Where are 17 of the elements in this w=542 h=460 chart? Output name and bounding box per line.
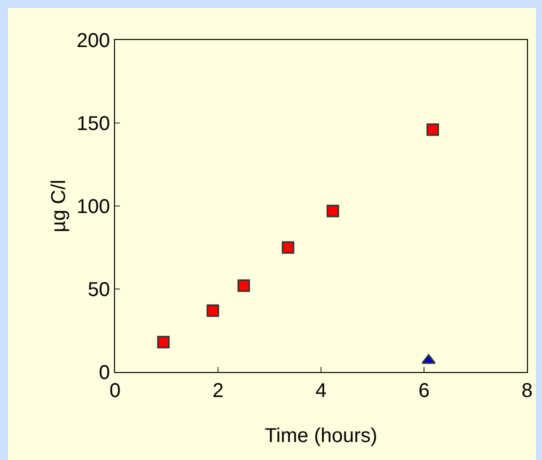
x-axis-title: Time (hours) [264, 425, 378, 447]
point [426, 123, 440, 136]
point [157, 336, 170, 348]
y-tick-label: 200 [76, 30, 110, 52]
point [326, 204, 340, 218]
y-tick-label: 50 [88, 279, 110, 301]
x-tick-label: 6 [418, 380, 430, 402]
y-axis-title: µg C/l [48, 180, 70, 232]
y-tick-label: 0 [98, 362, 110, 384]
y-tick-label: 150 [76, 113, 110, 135]
x-tick-label: 2 [212, 380, 224, 402]
point [238, 279, 250, 292]
y-tick-label: 100 [76, 196, 110, 218]
x-tick-label: 4 [315, 380, 327, 402]
x-tick-label: 8 [521, 380, 533, 402]
point [282, 241, 294, 254]
point [206, 304, 220, 317]
